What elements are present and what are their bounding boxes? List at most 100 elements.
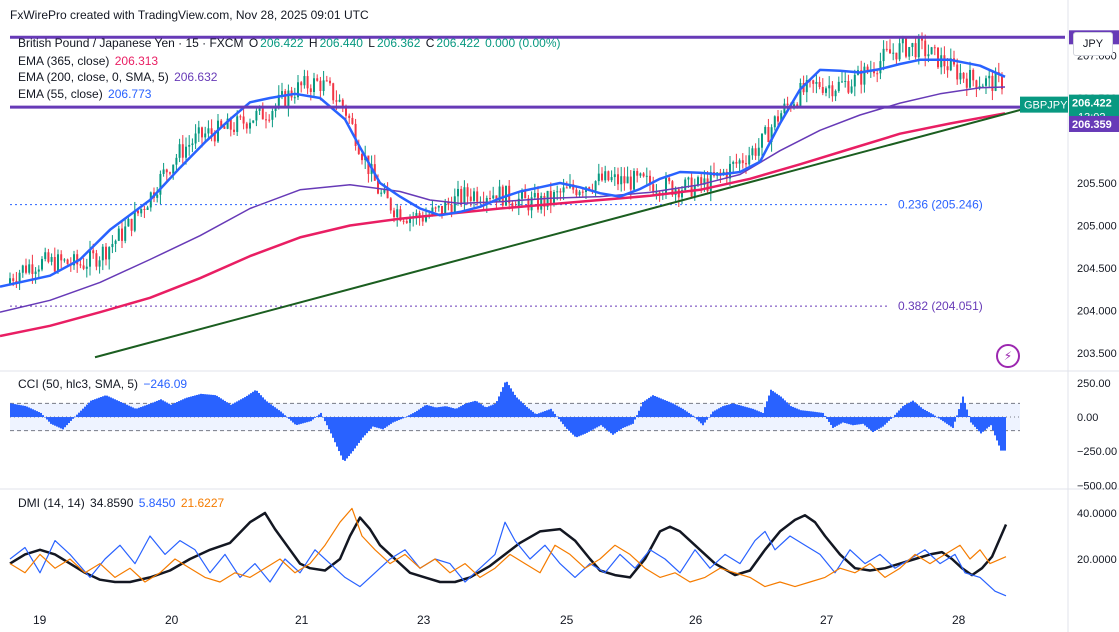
cci-bar	[408, 415, 410, 418]
cci-bar	[718, 408, 720, 418]
candle-body	[319, 80, 322, 91]
cci-bar	[792, 406, 794, 418]
cci-bar	[128, 405, 130, 418]
cci-bar	[84, 406, 86, 418]
cci-bar	[526, 406, 528, 418]
cci-bar	[1000, 417, 1002, 451]
cci-bar	[396, 417, 398, 421]
candle-body	[847, 80, 850, 93]
candle-body	[41, 258, 43, 270]
cci-bar	[574, 417, 576, 437]
cci-bar	[506, 381, 508, 418]
candle-body	[812, 80, 815, 84]
cci-bar	[52, 417, 54, 425]
cci-bar	[824, 415, 826, 418]
cci-bar	[606, 417, 608, 430]
candle-body	[434, 207, 437, 209]
candle-body	[594, 181, 597, 191]
cci-bar	[490, 405, 492, 418]
candle-body	[124, 226, 127, 241]
cci-bar	[622, 417, 624, 428]
cci-bar	[968, 416, 970, 418]
cci-bar	[92, 399, 94, 418]
candle-body	[841, 81, 843, 83]
lightning-icon[interactable]: ⚡	[996, 344, 1020, 368]
cci-bar	[326, 417, 328, 426]
candle-body	[450, 204, 453, 213]
candle-body	[277, 94, 280, 106]
cci-bar	[90, 400, 92, 418]
cci-bar	[488, 406, 490, 418]
cci-bar	[592, 417, 594, 430]
cci-bar	[238, 400, 240, 418]
candle-body	[617, 174, 619, 185]
candle-body	[303, 76, 306, 86]
candle-body	[159, 173, 162, 195]
candle-body	[281, 91, 283, 95]
cci-bar	[682, 408, 684, 418]
candle-body	[981, 85, 984, 87]
cci-bar	[48, 417, 50, 422]
candle-body	[421, 217, 424, 222]
cci-bar	[588, 417, 590, 432]
candle-body	[1001, 74, 1003, 90]
cci-bar	[786, 402, 788, 418]
cci-bar	[864, 417, 866, 426]
cci-bar	[848, 417, 850, 425]
ema200-legend[interactable]: EMA (200, close, 0, SMA, 5) 206.632	[18, 70, 219, 84]
candle-body	[549, 190, 552, 204]
candle-body	[636, 171, 639, 176]
cci-bar	[194, 395, 196, 418]
candle-body	[681, 190, 683, 198]
cci-bar	[518, 399, 520, 418]
cci-bar	[548, 409, 550, 418]
cci-bar	[494, 403, 496, 418]
dmi-legend[interactable]: DMI (14, 14) 34.8590 5.8450 21.6227	[18, 496, 226, 510]
cci-bar	[946, 417, 948, 424]
ema55-legend[interactable]: EMA (55, close) 206.773	[18, 87, 153, 101]
candle-body	[729, 163, 731, 179]
cci-bar	[952, 417, 954, 428]
cci-bar	[306, 417, 308, 423]
candle-body	[821, 87, 824, 93]
cci-bar	[504, 382, 506, 418]
cci-bar	[70, 417, 72, 421]
cci-legend[interactable]: CCI (50, hlc3, SMA, 5) −246.09	[18, 377, 189, 391]
candle-body	[101, 246, 104, 261]
candle-body	[533, 192, 536, 198]
cci-bar	[674, 404, 676, 418]
candle-body	[521, 191, 523, 199]
cci-bar	[68, 417, 70, 424]
cci-bar	[914, 402, 916, 418]
candle-body	[831, 85, 834, 97]
cci-bar	[402, 417, 404, 419]
cci-bar	[816, 412, 818, 418]
candle-body	[441, 205, 443, 215]
currency-button[interactable]: JPY	[1073, 32, 1113, 56]
cci-bar	[484, 406, 486, 418]
cci-bar	[110, 397, 112, 418]
cci-bar	[778, 395, 780, 418]
cci-bar	[22, 405, 24, 418]
cci-axis-tick: −250.00	[1077, 446, 1117, 458]
cci-bar	[106, 395, 108, 418]
candle-body	[575, 189, 578, 196]
cci-bar	[480, 404, 482, 418]
candle-body	[114, 240, 117, 244]
ema365-legend[interactable]: EMA (365, close) 206.313	[18, 54, 160, 68]
cci-bar	[676, 405, 678, 418]
cci-bar	[380, 417, 382, 429]
cci-bar	[712, 411, 714, 418]
cci-bar	[392, 417, 394, 423]
candle-body	[44, 252, 47, 259]
candle-body	[892, 52, 895, 54]
candle-body	[629, 176, 632, 190]
candle-body	[213, 133, 216, 142]
cci-bar	[852, 417, 854, 426]
candle-body	[57, 254, 59, 272]
cci-bar	[50, 417, 52, 424]
ema365-value: 206.313	[114, 54, 159, 68]
cci-bar	[632, 417, 634, 424]
